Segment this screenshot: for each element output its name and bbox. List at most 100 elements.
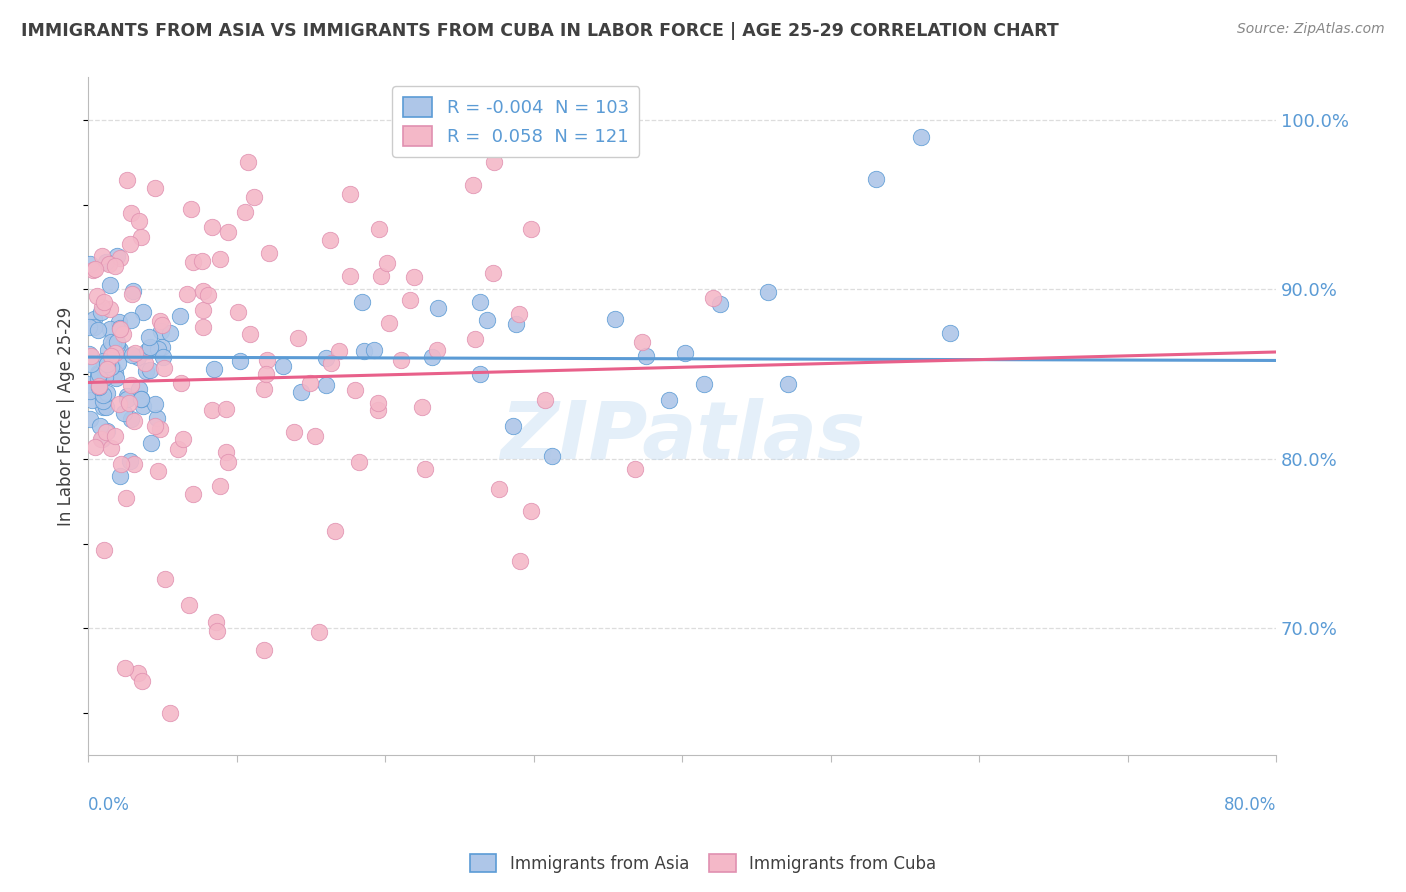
Point bbox=[675, 346, 697, 360]
Point bbox=[228, 354, 250, 368]
Point bbox=[146, 411, 169, 425]
Point bbox=[702, 291, 724, 305]
Point bbox=[107, 356, 129, 370]
Point bbox=[202, 362, 225, 376]
Point bbox=[239, 327, 262, 342]
Point bbox=[139, 363, 162, 377]
Point bbox=[135, 364, 157, 378]
Point bbox=[110, 458, 132, 472]
Point bbox=[315, 351, 337, 366]
Point bbox=[482, 265, 505, 279]
Y-axis label: In Labor Force | Age 25-29: In Labor Force | Age 25-29 bbox=[58, 307, 75, 526]
Point bbox=[482, 155, 505, 169]
Point bbox=[191, 284, 214, 298]
Point bbox=[201, 402, 224, 417]
Point bbox=[117, 389, 139, 403]
Point bbox=[91, 388, 114, 402]
Point bbox=[461, 178, 484, 192]
Point bbox=[290, 385, 312, 400]
Point bbox=[87, 366, 110, 380]
Point bbox=[475, 312, 498, 326]
Point bbox=[93, 542, 115, 557]
Point bbox=[426, 343, 449, 358]
Point bbox=[509, 554, 531, 568]
Point bbox=[105, 338, 128, 352]
Point bbox=[283, 425, 305, 439]
Point bbox=[96, 357, 118, 371]
Point bbox=[328, 343, 350, 358]
Point bbox=[226, 305, 249, 319]
Point bbox=[658, 392, 681, 407]
Point bbox=[191, 302, 214, 317]
Point bbox=[98, 301, 121, 316]
Point bbox=[218, 225, 240, 239]
Point bbox=[94, 367, 117, 381]
Point bbox=[104, 366, 127, 380]
Point bbox=[177, 598, 200, 612]
Point bbox=[121, 285, 143, 299]
Point bbox=[287, 331, 309, 345]
Point bbox=[176, 287, 198, 301]
Point bbox=[139, 435, 162, 450]
Point bbox=[143, 419, 166, 434]
Point bbox=[120, 411, 142, 425]
Point bbox=[508, 307, 530, 321]
Point bbox=[104, 429, 127, 443]
Point bbox=[83, 312, 105, 326]
Point bbox=[389, 353, 412, 368]
Point bbox=[411, 400, 433, 414]
Point bbox=[624, 462, 647, 476]
Point bbox=[79, 377, 101, 392]
Point bbox=[108, 343, 131, 358]
Point bbox=[115, 392, 138, 406]
Point bbox=[94, 401, 117, 415]
Point bbox=[534, 393, 557, 408]
Point bbox=[114, 661, 136, 675]
Point bbox=[631, 335, 654, 350]
Point bbox=[82, 392, 104, 407]
Point bbox=[93, 295, 115, 310]
Point bbox=[399, 293, 422, 307]
Point bbox=[94, 255, 117, 269]
Point bbox=[488, 482, 510, 496]
Point bbox=[146, 464, 169, 478]
Point bbox=[159, 326, 181, 340]
Point bbox=[98, 322, 121, 336]
Point bbox=[520, 504, 543, 518]
Point bbox=[253, 382, 276, 396]
Point bbox=[118, 236, 141, 251]
Point bbox=[191, 254, 214, 268]
Point bbox=[709, 297, 731, 311]
Point bbox=[402, 270, 425, 285]
Point bbox=[112, 406, 135, 420]
Point bbox=[170, 376, 193, 390]
Point bbox=[129, 392, 152, 406]
Point bbox=[693, 376, 716, 391]
Point bbox=[100, 359, 122, 374]
Point bbox=[91, 249, 114, 263]
Point bbox=[129, 392, 152, 407]
Point bbox=[427, 301, 450, 315]
Point bbox=[111, 326, 134, 341]
Point bbox=[636, 349, 658, 363]
Point bbox=[96, 424, 118, 438]
Point bbox=[159, 706, 181, 721]
Point bbox=[91, 393, 114, 408]
Point bbox=[127, 666, 149, 681]
Point bbox=[298, 376, 321, 390]
Point bbox=[103, 259, 125, 273]
Point bbox=[201, 219, 224, 234]
Point bbox=[110, 251, 132, 265]
Point bbox=[91, 300, 114, 314]
Point bbox=[110, 321, 132, 335]
Point bbox=[80, 357, 103, 371]
Point bbox=[257, 246, 280, 260]
Point bbox=[350, 294, 373, 309]
Text: 0.0%: 0.0% bbox=[89, 796, 131, 814]
Point bbox=[134, 356, 156, 370]
Point bbox=[519, 222, 541, 236]
Point bbox=[100, 335, 122, 350]
Point bbox=[105, 250, 128, 264]
Point bbox=[138, 330, 160, 344]
Point bbox=[121, 348, 143, 362]
